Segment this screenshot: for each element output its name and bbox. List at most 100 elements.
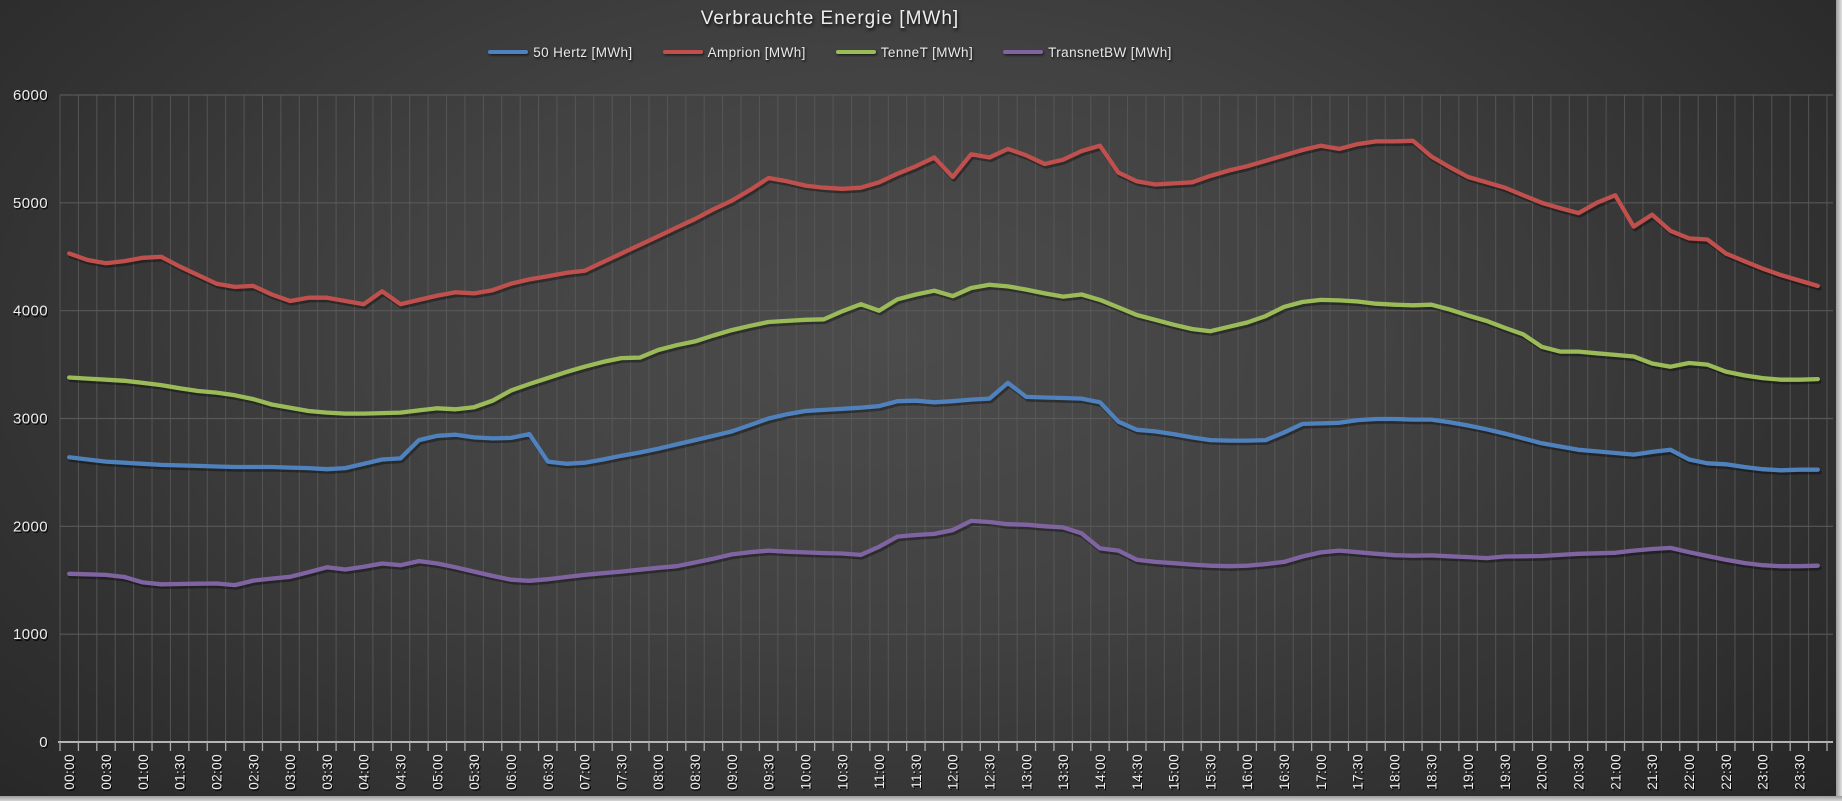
svg-text:11:00: 11:00 <box>872 754 887 789</box>
legend-swatch <box>835 49 876 55</box>
svg-text:22:00: 22:00 <box>1683 756 1698 792</box>
svg-text:16:00: 16:00 <box>1241 756 1256 792</box>
svg-text:3000: 3000 <box>14 412 49 429</box>
svg-text:12:00: 12:00 <box>947 756 962 792</box>
legend-swatch <box>662 49 703 55</box>
legend-item-amprion[interactable]: Amprion [MWh] <box>662 44 806 60</box>
svg-text:13:30: 13:30 <box>1056 754 1071 790</box>
svg-text:11:30: 11:30 <box>910 756 925 791</box>
svg-text:19:00: 19:00 <box>1461 754 1476 790</box>
svg-text:07:00: 07:00 <box>578 754 593 790</box>
svg-text:14:00: 14:00 <box>1093 754 1108 790</box>
svg-text:04:00: 04:00 <box>357 754 372 790</box>
svg-text:6000: 6000 <box>13 87 48 104</box>
svg-text:15:00: 15:00 <box>1167 754 1182 790</box>
svg-text:00:00: 00:00 <box>62 754 77 790</box>
svg-text:14:00: 14:00 <box>1094 756 1109 792</box>
svg-text:01:00: 01:00 <box>136 754 151 790</box>
legend-item-tennet[interactable]: TenneT [MWh] <box>835 45 973 60</box>
chart-title: Verbrauchte Energie [MWh] <box>700 8 960 29</box>
svg-text:12:00: 12:00 <box>946 754 961 790</box>
svg-text:18:30: 18:30 <box>1424 754 1439 790</box>
svg-text:10:30: 10:30 <box>835 754 850 790</box>
svg-text:14:30: 14:30 <box>1130 754 1145 790</box>
svg-text:02:00: 02:00 <box>211 756 226 792</box>
svg-text:15:30: 15:30 <box>1203 754 1218 790</box>
svg-text:10:30: 10:30 <box>836 756 851 792</box>
svg-text:2000: 2000 <box>14 520 49 537</box>
svg-text:00:30: 00:30 <box>100 756 115 792</box>
svg-text:08:00: 08:00 <box>652 756 667 792</box>
svg-text:0: 0 <box>40 736 49 753</box>
svg-text:16:00: 16:00 <box>1240 754 1255 790</box>
svg-text:23:00: 23:00 <box>1756 754 1771 790</box>
svg-text:21:30: 21:30 <box>1646 756 1661 792</box>
svg-text:03:00: 03:00 <box>283 754 298 790</box>
svg-text:04:00: 04:00 <box>358 756 373 792</box>
legend-label: 50 Hertz [MWh] <box>533 44 633 60</box>
svg-text:02:30: 02:30 <box>246 754 261 790</box>
svg-text:03:30: 03:30 <box>320 754 335 790</box>
svg-text:19:30: 19:30 <box>1498 754 1513 790</box>
svg-text:02:30: 02:30 <box>247 756 262 792</box>
svg-text:21:00: 21:00 <box>1610 756 1625 792</box>
series-tennet-line[interactable] <box>67 282 1822 419</box>
window-edge-bottom <box>0 796 1842 801</box>
legend-label: TransnetBW [MWh] <box>1048 44 1172 60</box>
series-amprion-line[interactable] <box>67 138 1822 309</box>
chart-legend: 50 Hertz [MWh] Amprion [MWh] TenneT [MWh] T… <box>0 41 1660 63</box>
svg-text:01:30: 01:30 <box>174 756 189 792</box>
svg-text:13:00: 13:00 <box>1021 756 1036 792</box>
svg-text:6000: 6000 <box>14 89 49 106</box>
svg-text:05:00: 05:00 <box>432 756 447 792</box>
svg-text:11:30: 11:30 <box>909 754 924 789</box>
svg-text:04:30: 04:30 <box>394 754 409 790</box>
svg-text:10:00: 10:00 <box>800 756 815 792</box>
svg-text:4000: 4000 <box>13 303 48 320</box>
svg-text:08:30: 08:30 <box>688 754 703 790</box>
svg-text:20:00: 20:00 <box>1536 756 1551 792</box>
svg-text:09:00: 09:00 <box>726 756 741 792</box>
svg-text:14:30: 14:30 <box>1131 756 1146 792</box>
svg-text:17:00: 17:00 <box>1315 756 1330 792</box>
svg-text:17:30: 17:30 <box>1352 756 1367 792</box>
legend-item-50[interactable]: 50 Hertz [MWh] <box>488 45 632 60</box>
svg-text:07:00: 07:00 <box>579 756 594 792</box>
svg-text:18:30: 18:30 <box>1425 756 1440 792</box>
svg-text:07:30: 07:30 <box>616 756 631 792</box>
svg-text:1000: 1000 <box>14 628 49 645</box>
svg-text:00:30: 00:30 <box>99 754 114 790</box>
svg-text:03:00: 03:00 <box>284 756 299 792</box>
svg-text:02:00: 02:00 <box>209 754 224 790</box>
svg-text:3000: 3000 <box>13 411 48 428</box>
svg-text:23:00: 23:00 <box>1757 756 1772 792</box>
svg-text:12:30: 12:30 <box>984 756 999 792</box>
svg-text:1000: 1000 <box>13 626 48 643</box>
svg-text:06:30: 06:30 <box>542 756 557 792</box>
svg-text:15:00: 15:00 <box>1168 756 1183 792</box>
svg-text:08:00: 08:00 <box>651 754 666 790</box>
legend-label: Amprion [MWh] <box>707 44 806 60</box>
svg-text:20:30: 20:30 <box>1572 754 1587 790</box>
legend-swatch <box>1003 49 1044 55</box>
series-50-line[interactable] <box>67 380 1822 475</box>
svg-text:5000: 5000 <box>14 196 49 213</box>
series-transnetbw-line[interactable] <box>67 518 1822 590</box>
svg-text:05:30: 05:30 <box>468 756 483 792</box>
svg-text:06:00: 06:00 <box>505 756 520 792</box>
svg-text:20:00: 20:00 <box>1535 754 1550 790</box>
legend-swatch <box>488 49 529 55</box>
svg-text:21:30: 21:30 <box>1645 754 1660 790</box>
y-axis-labels: 0010001000200020003000300040004000500050… <box>13 87 49 753</box>
svg-text:17:00: 17:00 <box>1314 754 1329 790</box>
svg-text:4000: 4000 <box>14 304 49 321</box>
legend-item-transnetbw[interactable]: TransnetBW [MWh] <box>1003 45 1172 60</box>
svg-text:22:00: 22:00 <box>1682 754 1697 790</box>
svg-text:05:30: 05:30 <box>467 754 482 790</box>
svg-text:23:30: 23:30 <box>1794 756 1809 792</box>
gridlines <box>59 94 1833 742</box>
svg-text:09:30: 09:30 <box>762 754 777 790</box>
svg-text:23:30: 23:30 <box>1792 754 1807 790</box>
